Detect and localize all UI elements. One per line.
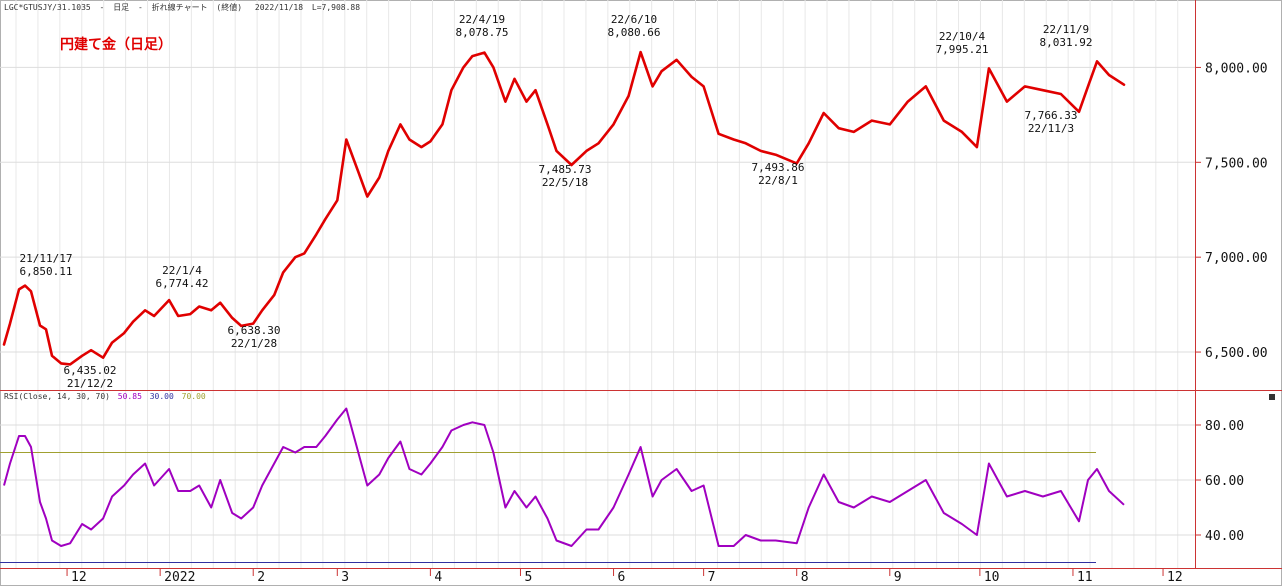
x-tick-label: 2 [257, 570, 265, 585]
header-sep1: - [100, 3, 105, 12]
price-y-tick-labels: 8,000.00 7,500.00 7,000.00 6,500.00 [1195, 61, 1268, 361]
rsi-y-label: 60.00 [1205, 474, 1244, 489]
header-date: 2022/11/18 [255, 3, 303, 12]
annotation-date: 21/11/17 [20, 252, 73, 265]
annotation-date: 22/5/18 [542, 176, 588, 189]
price-y-label: 6,500.00 [1205, 346, 1268, 361]
annotation-value: 6,435.02 [64, 364, 117, 377]
annotation-value: 6,774.42 [156, 277, 209, 290]
annotation-date: 22/11/3 [1028, 122, 1074, 135]
rsi-legend-value-upper: 70.00 [182, 392, 206, 401]
annotation-value: 7,493.86 [752, 161, 805, 174]
x-tick-label: 12 [1167, 570, 1183, 585]
x-tick-label: 11 [1077, 570, 1093, 585]
header-sep2: - [138, 3, 143, 12]
annotation-date: 22/1/4 [162, 264, 202, 277]
chart-title: 円建て金（日足） [60, 36, 172, 53]
annotation-value: 8,078.75 [456, 26, 509, 39]
annotation-date: 22/6/10 [611, 13, 657, 26]
rsi-panel: 80.00 60.00 40.00 RSI(Close, 14, 30, 70) 5… [0, 391, 1275, 568]
header-close-mode: (終値) [216, 2, 242, 12]
annotation-value: 8,080.66 [608, 26, 661, 39]
rsi-y-label: 40.00 [1205, 529, 1244, 544]
price-y-label: 7,500.00 [1205, 156, 1268, 171]
x-tick-label: 7 [708, 570, 716, 585]
x-tick-label: 2022 [164, 570, 195, 585]
annotation-date: 22/4/19 [459, 13, 505, 26]
price-series-line [2, 50, 1126, 366]
header-last: L=7,908.88 [312, 3, 360, 12]
chart-header: LGC*GTUSJY/31.1035 - 日足 - 折れ線チャート (終値) 2… [4, 2, 360, 12]
price-panel: 8,000.00 7,500.00 7,000.00 6,500.00 LGC*GTU… [0, 0, 1282, 391]
x-tick-label: 6 [618, 570, 626, 585]
price-y-label: 8,000.00 [1205, 61, 1268, 76]
rsi-legend-value-current: 50.85 [118, 392, 142, 401]
x-tick-label: 10 [984, 570, 1000, 585]
x-tick-label: 4 [434, 570, 442, 585]
rsi-legend: RSI(Close, 14, 30, 70) 50.85 30.00 70.00 [4, 392, 206, 401]
price-y-label: 7,000.00 [1205, 251, 1268, 266]
annotation-date: 22/1/28 [231, 337, 277, 350]
rsi-legend-value-lower: 30.00 [150, 392, 174, 401]
rsi-y-tick-labels: 80.00 60.00 40.00 [1195, 419, 1244, 544]
x-tick-label: 9 [894, 570, 902, 585]
annotation-value: 7,485.73 [539, 163, 592, 176]
header-symbol: LGC*GTUSJY/31.1035 [4, 3, 91, 12]
rsi-y-label: 80.00 [1205, 419, 1244, 434]
header-chart-kind: 折れ線チャート [152, 2, 208, 12]
rsi-legend-name: RSI(Close, 14, 30, 70) [4, 392, 110, 401]
rsi-series-line [3, 407, 1125, 547]
annotation-value: 6,850.11 [20, 265, 73, 278]
price-vertical-grid [15, 0, 1179, 390]
price-plot-area [1, 1, 1195, 390]
rsi-panel-close-box[interactable] [1269, 394, 1275, 400]
annotation-date: 22/11/9 [1043, 23, 1089, 36]
rsi-horizontal-grid [0, 424, 1195, 536]
header-timeframe: 日足 [113, 3, 129, 12]
annotation-value: 6,638.30 [228, 324, 281, 337]
x-tick-label: 5 [524, 570, 532, 585]
annotation-value: 8,031.92 [1040, 36, 1093, 49]
x-tick-label: 12 [71, 570, 87, 585]
x-axis-ticks: 12 2022 2 3 4 5 6 7 8 9 10 11 12 [66, 568, 1183, 585]
annotation-date: 21/12/2 [67, 377, 113, 390]
annotation-date: 22/10/4 [939, 30, 986, 43]
annotation-value: 7,766.33 [1025, 109, 1078, 122]
annotation-value: 7,995.21 [936, 43, 989, 56]
price-horizontal-grid [0, 66, 1195, 353]
x-tick-label: 8 [801, 570, 809, 585]
x-tick-label: 3 [341, 570, 349, 585]
annotation-date: 22/8/1 [758, 174, 798, 187]
